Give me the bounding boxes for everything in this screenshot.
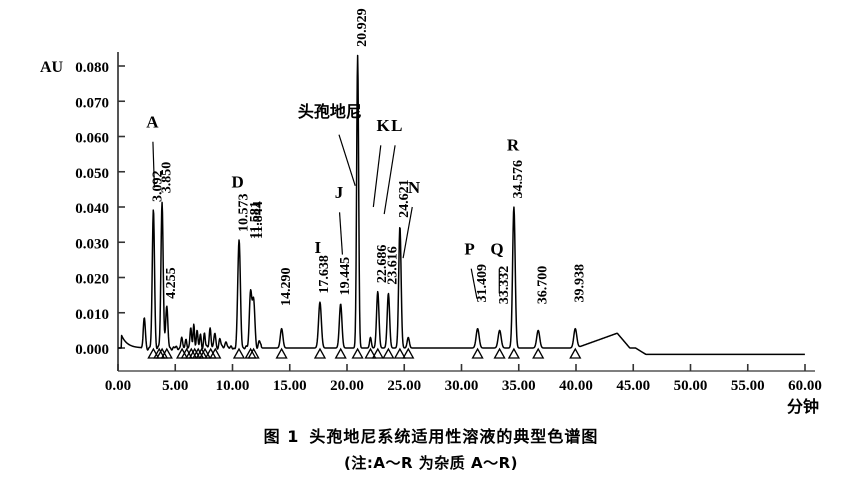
caption-title-line: 图 1 头孢地尼系统适用性溶液的典型色谱图 (0, 424, 862, 450)
x-axis-tick-label: 50.00 (674, 378, 708, 394)
x-axis-tick-label: 60.00 (788, 378, 822, 394)
peak-retention-time-label: 39.938 (573, 264, 588, 303)
peak-retention-time-label: 23.616 (386, 246, 401, 285)
x-axis-tick-label: 35.00 (502, 378, 536, 394)
figure-caption: 图 1 头孢地尼系统适用性溶液的典型色谱图 (注:A～R 为杂质 A～R) (0, 424, 862, 476)
y-axis-tick-label: 0.060 (75, 131, 109, 147)
x-axis-tick-label: 0.00 (105, 378, 131, 394)
integration-marker (371, 347, 384, 359)
integration-marker (209, 347, 222, 359)
main-peak-leader-line (338, 134, 356, 187)
x-axis-tick-label: 15.00 (273, 378, 307, 394)
chromatogram-plot: 0.000 0.010 0.020 0.030 0.040 0.050 0.060 0.070… (40, 8, 822, 416)
leader-line (383, 145, 396, 215)
integration-marker (364, 347, 377, 359)
integration-marker (393, 347, 407, 359)
chromatogram-trace (117, 54, 806, 356)
integration-marker (471, 347, 484, 359)
integration-marker (147, 347, 160, 359)
y-axis-tick-label: 0.000 (75, 342, 109, 358)
peak-retention-time-label: 34.576 (511, 160, 526, 199)
integration-marker (532, 347, 545, 359)
x-axis-tick-label: 55.00 (731, 378, 765, 394)
peak-retention-time-label: 22.686 (375, 245, 390, 284)
impurity-letter-label-J: J (335, 183, 344, 202)
leader-line (402, 206, 413, 259)
leader-line (152, 141, 156, 188)
leader-line (372, 145, 382, 208)
impurity-letter-label-L: L (391, 116, 402, 135)
peak-retention-time-label: 31.409 (475, 264, 490, 303)
integration-marker (382, 347, 395, 359)
peak-retention-time-label: 11.581 (248, 201, 263, 239)
peak-retention-time-label: 4.255 (164, 267, 179, 299)
x-axis-tick-label: 25.00 (387, 378, 421, 394)
integration-marker (313, 347, 327, 359)
impurity-letter-label-N: N (408, 178, 421, 197)
peak-retention-time-label: 19.445 (338, 257, 353, 296)
impurity-letter-label-D: D (232, 173, 244, 192)
peak-retention-time-label: 33.332 (497, 266, 512, 305)
peak-retention-time-label: 10.573 (236, 194, 251, 233)
x-axis-tick-label: 30.00 (445, 378, 479, 394)
integration-marker (569, 347, 582, 359)
integration-marker (247, 347, 260, 359)
y-axis-tick-label: 0.010 (75, 307, 109, 323)
peak-retention-time-label: 36.700 (535, 266, 550, 305)
integration-marker (334, 347, 347, 359)
integration-marker (232, 347, 246, 359)
main-peak-label: 头孢地尼 (298, 102, 362, 121)
x-axis-unit-label: 分钟 (787, 397, 819, 416)
leader-line (470, 268, 478, 299)
integration-marker (507, 347, 521, 359)
x-axis-tick-label: 45.00 (616, 378, 650, 394)
y-axis-tick-label: 0.080 (75, 60, 109, 76)
caption-number: 图 1 (263, 427, 300, 446)
x-axis-tick-label: 40.00 (559, 378, 593, 394)
impurity-letter-label-P: P (464, 240, 474, 259)
x-axis-tick-label: 20.00 (330, 378, 364, 394)
impurity-letter-label-Q: Q (490, 240, 503, 259)
impurity-letter-label-K: K (376, 116, 390, 135)
integration-marker (493, 347, 506, 359)
impurity-letter-label-A: A (146, 113, 159, 132)
peak-retention-time-label: 11.844 (251, 201, 266, 239)
y-axis-tick-label: 0.070 (75, 95, 109, 111)
impurity-letter-label-R: R (507, 136, 520, 155)
peak-retention-time-label: 3.850 (159, 162, 174, 194)
integration-marker (160, 347, 173, 359)
y-axis-unit-label: AU (40, 59, 64, 76)
caption-note: (注:A～R 为杂质 A～R) (344, 454, 518, 472)
y-axis-tick-label: 0.030 (75, 236, 109, 252)
integration-marker (275, 347, 288, 359)
axis-layer: 0.000 0.010 0.020 0.030 0.040 0.050 0.060 0.070… (40, 52, 822, 416)
integration-marker (351, 347, 364, 359)
y-axis-tick-label: 0.020 (75, 272, 109, 288)
integration-marker (402, 347, 415, 359)
peak-retention-time-label: 17.638 (317, 255, 332, 294)
integration-markers (147, 347, 582, 359)
caption-title: 头孢地尼系统适用性溶液的典型色谱图 (309, 427, 599, 446)
peak-retention-time-label: 24.621 (397, 179, 412, 218)
peak-retention-time-label: 14.290 (279, 268, 294, 307)
leader-line (338, 212, 344, 255)
y-axis-tick-label: 0.040 (75, 201, 109, 217)
trace-path (117, 54, 806, 356)
x-axis-tick-label: 10.00 (216, 378, 250, 394)
y-axis-tick-label: 0.050 (75, 166, 109, 182)
x-axis-tick-label: 5.00 (162, 378, 188, 394)
peak-retention-time-label: 20.929 (355, 8, 370, 47)
impurity-letter-label-I: I (314, 238, 321, 257)
